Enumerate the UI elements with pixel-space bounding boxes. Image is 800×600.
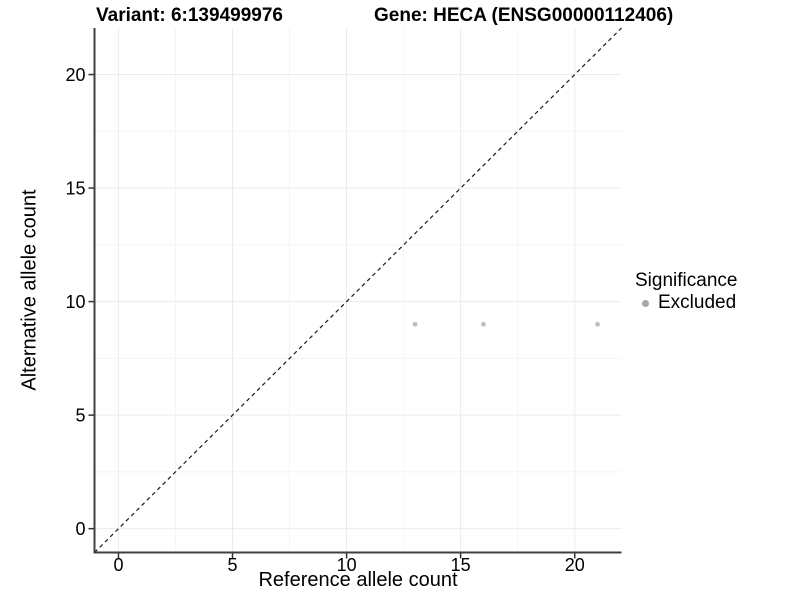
x-tick-label: 5 [228, 555, 238, 575]
x-tick-label: 15 [451, 555, 471, 575]
y-tick-label: 0 [75, 519, 85, 539]
legend-item-label: Excluded [658, 292, 737, 313]
y-tick-label: 10 [65, 292, 85, 312]
legend-item-excluded: Excluded [635, 292, 737, 313]
legend-title: Significance [635, 270, 738, 291]
identity-dashed-line [94, 27, 622, 553]
data-point [595, 321, 600, 327]
legend: Significance Excluded [635, 270, 737, 313]
plot-title-gene: Gene: HECA (ENSG00000112406) [374, 5, 674, 26]
x-tick-label: 20 [565, 555, 585, 575]
data-point [412, 321, 418, 327]
x-axis-title: Reference allele count [258, 569, 458, 591]
x-tick-label: 10 [337, 555, 357, 575]
plot-title-variant: Variant: 6:139499976 [96, 5, 283, 26]
y-tick-label: 20 [65, 65, 85, 85]
y-tick-label: 5 [75, 406, 85, 426]
x-tick-label: 0 [113, 555, 123, 575]
y-tick-label: 15 [65, 179, 85, 199]
legend-point-icon [642, 299, 649, 307]
data-point [481, 321, 486, 327]
